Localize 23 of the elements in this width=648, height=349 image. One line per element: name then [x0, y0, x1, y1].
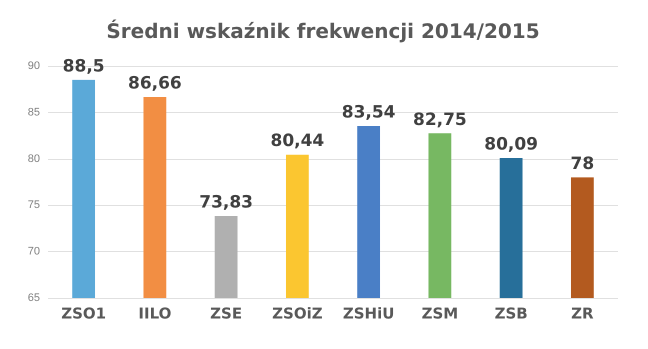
y-tick-label: 90	[28, 60, 40, 72]
x-tick-label: ZSO1	[61, 304, 106, 322]
data-label: 86,66	[128, 73, 182, 94]
data-label: 80,09	[484, 134, 538, 154]
y-tick-label: 80	[28, 152, 40, 165]
data-label: 82,75	[412, 110, 467, 130]
chart-title: Średni wskaźnik frekwencji 2014/2015	[106, 19, 540, 43]
y-tick-label: 75	[28, 199, 40, 212]
x-tick-label: ZSOiZ	[272, 304, 323, 322]
y-tick-label: 85	[28, 106, 40, 118]
data-label: 78	[570, 154, 594, 174]
data-label: 83,54	[342, 102, 396, 122]
x-tick-label: ZSB	[494, 304, 528, 322]
data-label: 73,83	[199, 192, 254, 213]
x-tick-label: ZSE	[210, 304, 242, 322]
data-label: 88,5	[62, 56, 105, 76]
x-tick-label: ZSM	[422, 304, 458, 322]
x-tick-label: ZSHiU	[342, 304, 394, 322]
x-tick-label: IILO	[138, 304, 172, 322]
y-tick-label: 70	[28, 246, 40, 258]
data-label: 80,44	[270, 131, 324, 152]
y-tick-label: 65	[28, 292, 40, 304]
x-tick-label: ZR	[571, 304, 594, 322]
